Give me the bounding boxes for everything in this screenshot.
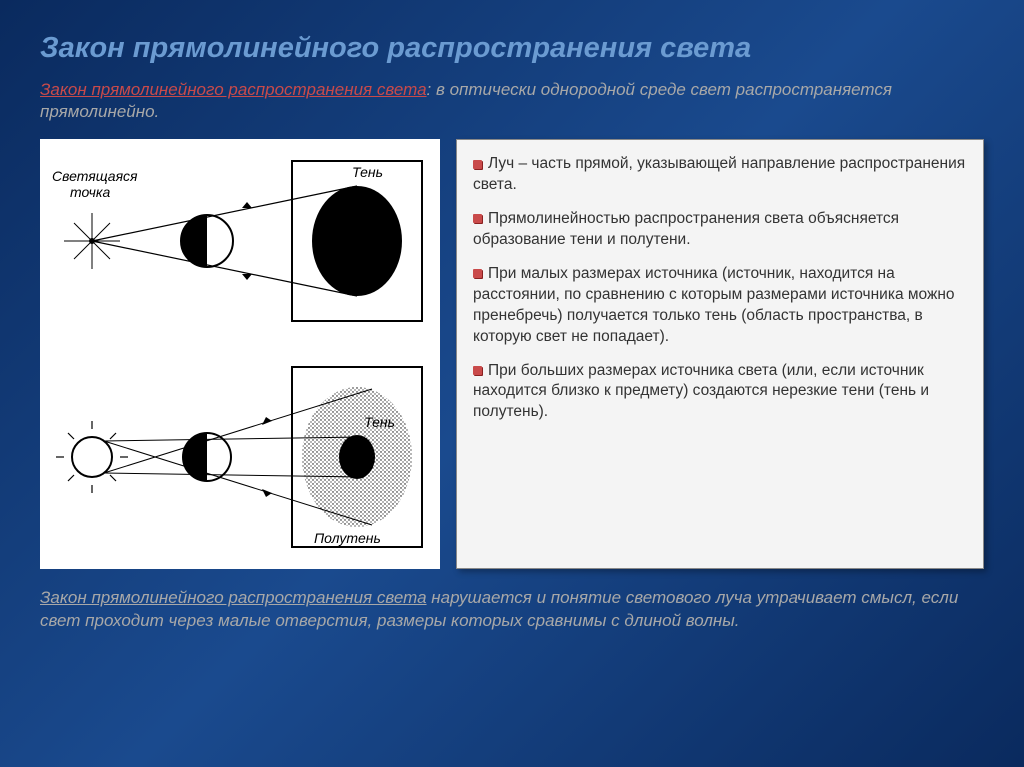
content-row: Светящаяся точка Тень [40,139,984,569]
bullet-icon [473,214,482,223]
bullet-3: При малых размерах источника (источник, … [473,264,967,348]
bullet-2: Прямолинейностью распространения света о… [473,209,967,251]
footer-lead: Закон прямолинейного распространения све… [40,588,427,607]
bullet-icon [473,160,482,169]
diagram-point-source: Светящаяся точка Тень [52,161,422,321]
bullet-text: Прямолинейностью распространения света о… [473,210,899,248]
bullet-text: Луч – часть прямой, указывающей направле… [473,155,965,193]
bullet-4: При больших размерах источника света (ил… [473,361,967,424]
diagram-extended-source: Тень Полутень [56,367,422,547]
info-panel: Луч – часть прямой, указывающей направле… [456,139,984,569]
law-statement: Закон прямолинейного распространения све… [40,79,984,123]
bullet-text: При больших размерах источника света (ил… [473,362,929,421]
svg-text:точка: точка [70,184,111,200]
footer-note: Закон прямолинейного распространения све… [40,587,984,633]
page-title: Закон прямолинейного распространения све… [40,32,984,65]
label-shadow-bottom: Тень [364,414,395,430]
shadow-diagram: Светящаяся точка Тень [40,139,440,569]
law-label: Закон прямолинейного распространения све… [40,80,427,99]
bullet-icon [473,366,482,375]
label-source: Светящаяся [52,168,138,184]
bullet-icon [473,269,482,278]
label-penumbra: Полутень [314,530,381,546]
bullet-1: Луч – часть прямой, указывающей направле… [473,154,967,196]
bullet-text: При малых размерах источника (источник, … [473,265,955,345]
label-shadow-top: Тень [352,164,383,180]
